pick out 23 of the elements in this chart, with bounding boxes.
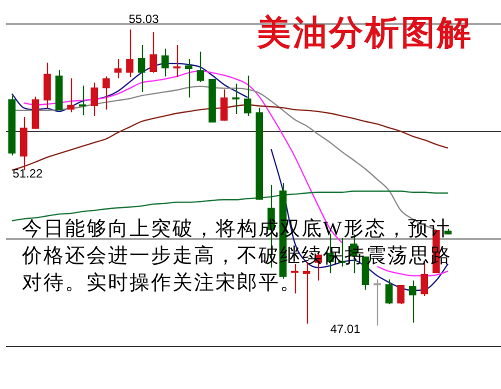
candlestick (67, 78, 74, 113)
candlestick (185, 58, 192, 98)
chart-title: 美油分析图解 (257, 13, 473, 54)
candlestick (374, 278, 381, 326)
candlestick (102, 76, 110, 110)
candlestick (232, 83, 240, 115)
candlestick (291, 263, 298, 294)
candlestick (408, 280, 416, 324)
annotation: 47.01 (330, 322, 361, 336)
candlestick (90, 82, 98, 117)
candlestick (385, 278, 393, 305)
candlestick (220, 88, 228, 122)
candlestick (196, 51, 204, 83)
candlestick (244, 75, 252, 117)
candlestick (173, 44, 181, 78)
candlestick (138, 44, 146, 93)
candlestick (397, 284, 404, 305)
candlestick (126, 28, 134, 78)
candlestick (150, 32, 157, 74)
annotation: 51.22 (12, 166, 44, 180)
text: 55.03 (128, 12, 160, 26)
candlestick (161, 48, 169, 78)
candlestick (78, 85, 86, 116)
